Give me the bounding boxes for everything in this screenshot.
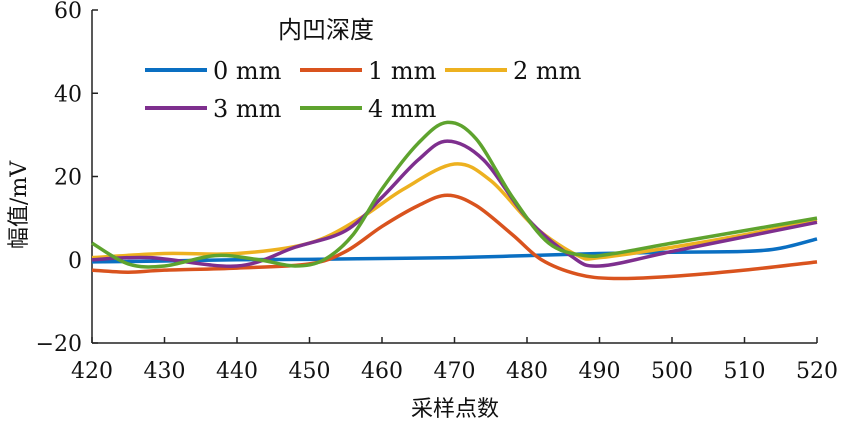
x-tick-label: 460 <box>361 359 403 384</box>
x-tick-label: 490 <box>579 359 621 384</box>
x-axis-label: 采样点数 <box>411 397 499 422</box>
y-axis-label: 幅值/mV <box>7 160 32 249</box>
x-tick-label: 480 <box>506 359 548 384</box>
legend-label: 3 mm <box>213 95 282 123</box>
series-line-2-mm <box>91 162 818 261</box>
legend-label: 1 mm <box>368 57 437 85</box>
legend-label: 2 mm <box>513 57 582 85</box>
legend-label: 4 mm <box>368 95 437 123</box>
y-tick-label: −20 <box>36 332 82 357</box>
x-tick-label: 510 <box>724 359 766 384</box>
series-line-3-mm <box>91 139 818 268</box>
x-tick-label: 440 <box>216 359 258 384</box>
x-tick-label: 470 <box>434 359 476 384</box>
x-tick-label: 430 <box>144 359 186 384</box>
series-line-1-mm <box>91 193 818 281</box>
legend: 内凹深度 0 mm 1 mm 2 mm 3 mm 4 mm <box>145 16 582 123</box>
axes <box>91 10 817 344</box>
y-tick-label: 60 <box>54 0 82 24</box>
x-tick-label: 500 <box>651 359 693 384</box>
y-tick-label: 0 <box>68 249 82 274</box>
x-tick-label: 420 <box>71 359 113 384</box>
series-line-4-mm <box>91 120 818 269</box>
legend-title: 内凹深度 <box>278 16 374 44</box>
x-tick-label: 450 <box>289 359 331 384</box>
legend-label: 0 mm <box>213 57 282 85</box>
y-tick-label: 20 <box>54 166 82 191</box>
y-tick-label: 40 <box>54 82 82 107</box>
series-line-0-mm <box>91 237 818 264</box>
x-tick-label: 520 <box>796 359 838 384</box>
